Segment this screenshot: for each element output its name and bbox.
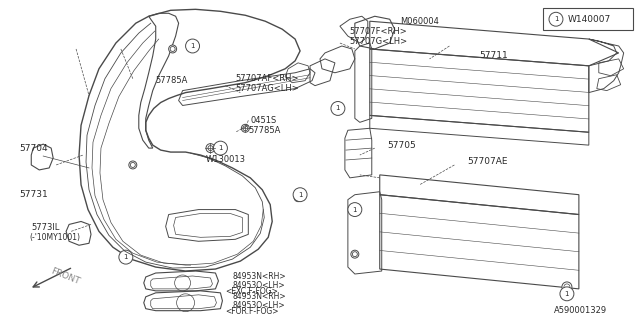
Text: 57705: 57705 — [388, 140, 417, 150]
Text: 5773lL: 5773lL — [31, 223, 60, 232]
Circle shape — [122, 253, 130, 261]
Circle shape — [243, 126, 248, 131]
Circle shape — [208, 146, 213, 151]
Text: 57707G<LH>: 57707G<LH> — [350, 36, 408, 45]
Circle shape — [351, 250, 359, 258]
Circle shape — [353, 252, 357, 257]
Text: 1: 1 — [353, 207, 357, 212]
Text: 1: 1 — [298, 192, 302, 198]
Text: A590001329: A590001329 — [554, 306, 607, 315]
Circle shape — [564, 284, 570, 290]
Text: 57731: 57731 — [19, 190, 48, 199]
Text: 1: 1 — [218, 145, 223, 151]
Text: M060004: M060004 — [399, 17, 438, 26]
Text: 1: 1 — [124, 254, 128, 260]
Text: 84953O<LH>: 84953O<LH> — [232, 301, 285, 310]
Text: 57707AF<RH>: 57707AF<RH> — [236, 74, 299, 83]
Text: 1: 1 — [190, 43, 195, 49]
Circle shape — [348, 203, 362, 217]
Text: W130013: W130013 — [205, 156, 246, 164]
Text: 57785A: 57785A — [248, 126, 281, 135]
Circle shape — [294, 194, 302, 202]
Circle shape — [206, 144, 215, 153]
Text: 84953N<RH>: 84953N<RH> — [232, 272, 286, 282]
Circle shape — [131, 163, 135, 167]
Circle shape — [186, 39, 200, 53]
Circle shape — [129, 161, 137, 169]
Circle shape — [124, 255, 129, 260]
Text: 57707AE: 57707AE — [467, 157, 508, 166]
Circle shape — [331, 101, 345, 116]
Circle shape — [169, 45, 177, 53]
Circle shape — [353, 207, 357, 212]
Text: 1: 1 — [554, 16, 558, 22]
Circle shape — [119, 250, 133, 264]
Text: <EXC.F-FOG>: <EXC.F-FOG> — [225, 287, 278, 296]
Text: 1: 1 — [564, 291, 569, 297]
Text: 1: 1 — [335, 106, 340, 111]
Circle shape — [296, 195, 301, 200]
Text: 57707AG<LH>: 57707AG<LH> — [236, 84, 299, 93]
Circle shape — [562, 282, 572, 292]
Circle shape — [293, 188, 307, 202]
Text: <FOR.F-FOG>: <FOR.F-FOG> — [225, 307, 279, 316]
Text: 57785A: 57785A — [156, 76, 188, 85]
Circle shape — [560, 287, 574, 301]
Text: 0451S: 0451S — [250, 116, 276, 125]
Text: 57707F<RH>: 57707F<RH> — [350, 27, 408, 36]
Circle shape — [214, 141, 227, 155]
Circle shape — [549, 12, 563, 26]
Circle shape — [170, 46, 175, 52]
Circle shape — [351, 206, 359, 213]
Circle shape — [334, 105, 342, 112]
Text: (-'10MY1001): (-'10MY1001) — [29, 233, 80, 242]
Text: W140007: W140007 — [568, 15, 611, 24]
Text: 57704: 57704 — [19, 144, 48, 153]
Circle shape — [241, 124, 250, 132]
Text: 84953N<RH>: 84953N<RH> — [232, 292, 286, 301]
Text: 57711: 57711 — [479, 52, 508, 60]
Text: 84953O<LH>: 84953O<LH> — [232, 281, 285, 290]
Text: FRONT: FRONT — [49, 267, 81, 287]
Circle shape — [335, 106, 340, 111]
